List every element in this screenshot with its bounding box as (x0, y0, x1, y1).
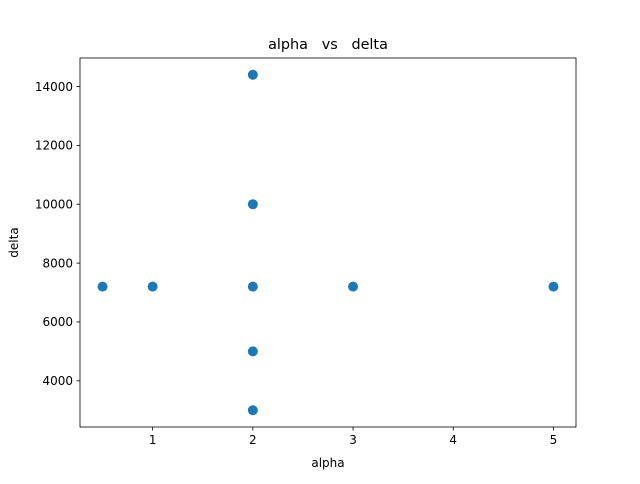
x-tick-label: 1 (149, 433, 157, 447)
x-tick-label: 4 (449, 433, 457, 447)
scatter-point (147, 281, 158, 292)
y-tick-label: 4000 (42, 374, 73, 388)
scatter-point (247, 281, 258, 292)
scatter-point (247, 346, 258, 357)
scatter-point (247, 405, 258, 416)
y-tick-label: 14000 (35, 80, 73, 94)
scatter-point (247, 199, 258, 210)
scatter-point (348, 281, 359, 292)
scatter-point (247, 69, 258, 80)
chart-title: alpha vs delta (268, 37, 388, 53)
plot-frame (79, 57, 577, 428)
y-tick-label: 10000 (35, 198, 73, 212)
scatter-point (548, 281, 559, 292)
y-tick-label: 6000 (42, 315, 73, 329)
ticks-layer: 1 2 3 4 5 4000 6000 8000 10000 12000 14000 (35, 80, 557, 447)
x-tick-label: 3 (349, 433, 357, 447)
y-tick-label: 8000 (42, 256, 73, 270)
x-tick-label: 2 (249, 433, 257, 447)
points-layer (97, 69, 559, 416)
scatter-point (97, 281, 108, 292)
x-tick-label: 5 (550, 433, 558, 447)
x-axis-label: alpha (311, 456, 344, 470)
y-axis-label: delta (7, 227, 21, 257)
y-tick-label: 12000 (35, 139, 73, 153)
